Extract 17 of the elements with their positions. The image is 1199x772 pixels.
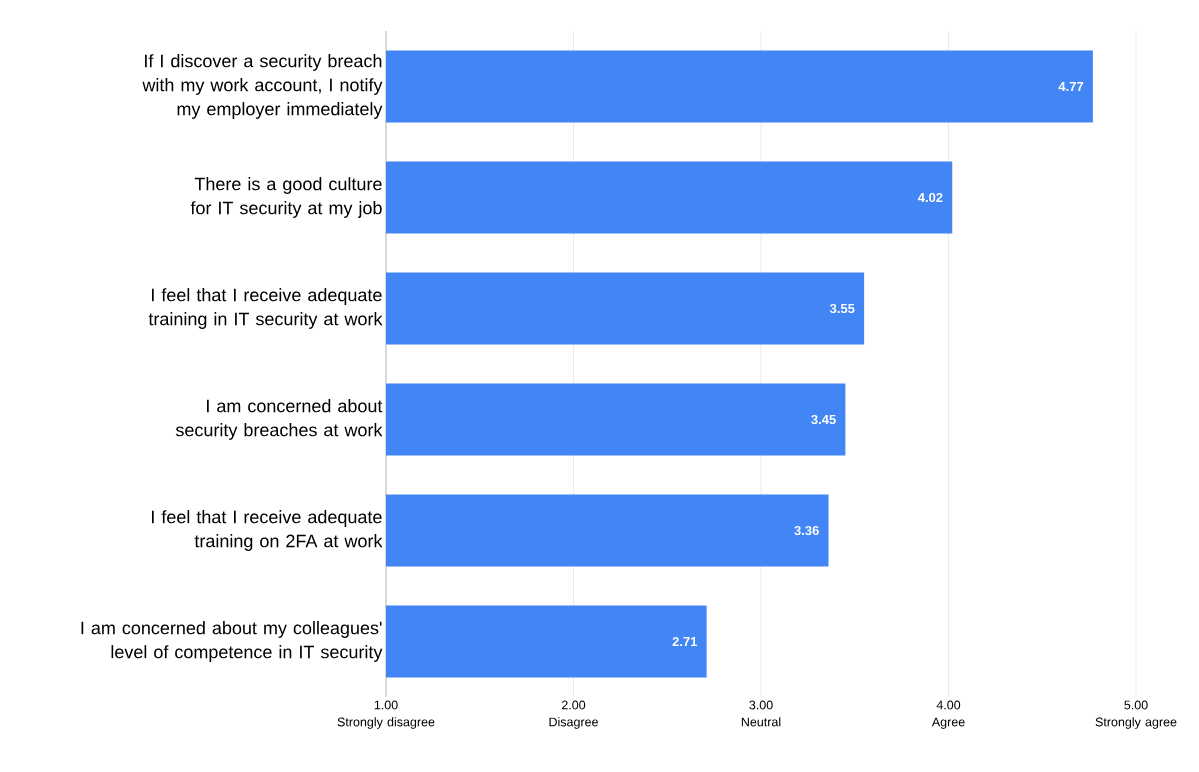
data-label: 3.55 [829,303,855,314]
data-label: 3.36 [794,525,819,536]
x-tick-label: 5.00 Strongly agree [1095,700,1177,729]
y-tick-label: I am concerned about security breaches at work [175,399,383,440]
y-tick-label: I feel that I receive adequate training on 2FA at work [151,510,383,551]
data-label: 2.71 [672,636,698,647]
data-label: 4.77 [1058,82,1084,91]
x-tick-label: 2.00 Disagree [549,700,598,729]
y-tick-label: If I discover a security breach with my work account, I notify my employer immediately [142,54,383,119]
y-tick-label: I am concerned about my colleagues' level of competence in IT security [81,621,383,662]
y-tick-label: There is a good culture for IT security at my job [190,177,382,218]
x-tick-label: 4.00 Agree [931,700,965,729]
data-label: 3.45 [811,414,836,425]
x-tick-label: 3.00 Neutral [741,700,781,727]
y-tick-label: I feel that I receive adequate training in IT security at work [148,288,383,329]
data-label: 4.02 [917,192,943,203]
x-tick-label: 1.00 Strongly disagree [337,700,435,729]
